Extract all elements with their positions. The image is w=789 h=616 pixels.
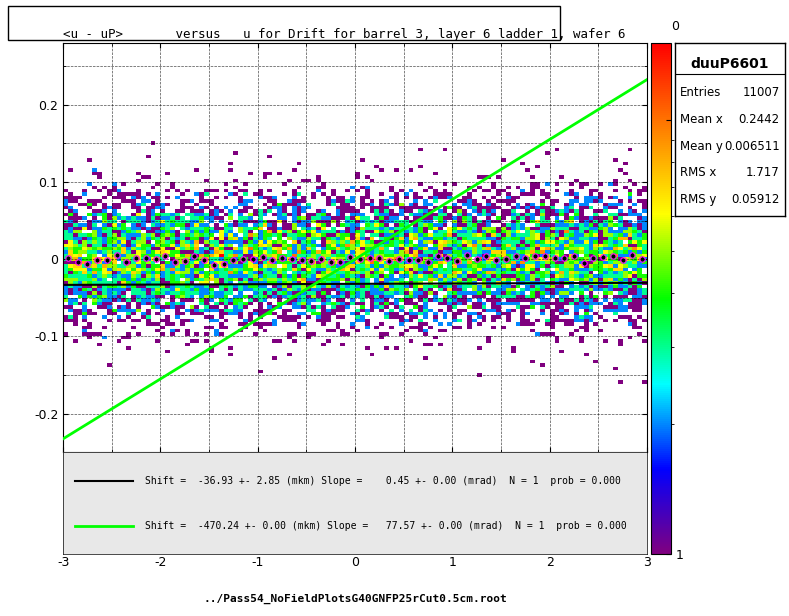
- Text: Entries: Entries: [680, 86, 721, 99]
- Text: 11007: 11007: [742, 86, 780, 99]
- Text: Shift =  -470.24 +- 0.00 (mkm) Slope =   77.57 +- 0.00 (mrad)  N = 1  prob = 0.0: Shift = -470.24 +- 0.00 (mkm) Slope = 77…: [145, 521, 626, 531]
- Text: 0.006511: 0.006511: [724, 140, 780, 153]
- Text: 3: 3: [643, 556, 651, 569]
- Text: RMS y: RMS y: [680, 193, 716, 206]
- Text: <u - uP>       versus   u for Drift for barrel 3, layer 6 ladder 1, wafer 6: <u - uP> versus u for Drift for barrel 3…: [63, 28, 626, 41]
- Text: Shift =  -36.93 +- 2.85 (mkm) Slope =    0.45 +- 0.00 (mrad)  N = 1  prob = 0.00: Shift = -36.93 +- 2.85 (mkm) Slope = 0.4…: [145, 476, 621, 486]
- Text: 1.717: 1.717: [746, 166, 780, 179]
- Text: 1: 1: [448, 556, 456, 569]
- Text: -1: -1: [252, 556, 264, 569]
- Text: 0: 0: [671, 20, 679, 33]
- Text: Mean y: Mean y: [680, 140, 723, 153]
- Text: 2: 2: [546, 556, 554, 569]
- Text: -2: -2: [154, 556, 166, 569]
- Text: duuP6601: duuP6601: [690, 57, 769, 71]
- Text: -3: -3: [57, 556, 69, 569]
- Text: RMS x: RMS x: [680, 166, 716, 179]
- Text: Mean x: Mean x: [680, 113, 723, 126]
- Text: 0.2442: 0.2442: [739, 113, 780, 126]
- Text: ../Pass54_NoFieldPlotsG40GNFP25rCut0.5cm.root: ../Pass54_NoFieldPlotsG40GNFP25rCut0.5cm…: [204, 593, 507, 604]
- Text: 0: 0: [351, 556, 359, 569]
- Text: 0.05912: 0.05912: [731, 193, 780, 206]
